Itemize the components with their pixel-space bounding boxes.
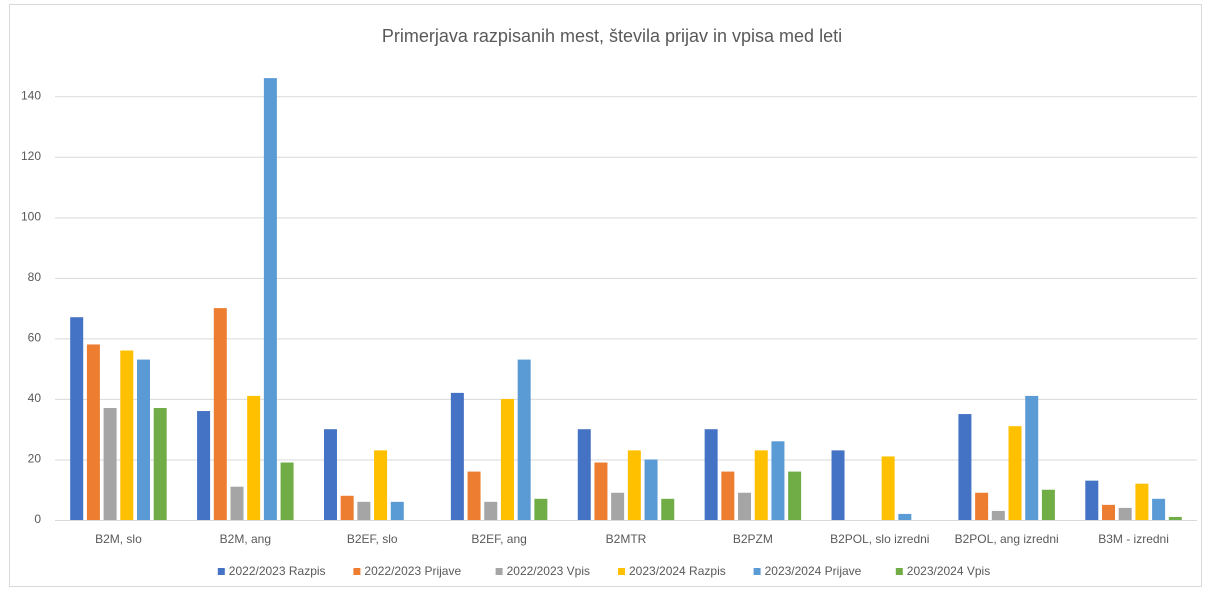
bar — [881, 456, 895, 520]
x-tick-label: B3M - izredni — [1098, 532, 1169, 546]
y-tick-label: 0 — [34, 512, 41, 526]
bar — [323, 429, 337, 520]
bar — [500, 398, 514, 520]
bar — [213, 308, 227, 520]
bar — [627, 450, 641, 520]
bar — [975, 492, 989, 520]
x-tick-label: B2M, slo — [95, 532, 142, 546]
x-tick-label: B2EF, ang — [471, 532, 526, 546]
y-tick-label: 140 — [21, 88, 41, 102]
y-tick-label: 40 — [28, 391, 42, 405]
legend-label: 2022/2023 Razpis — [229, 564, 326, 578]
legend-swatch — [618, 568, 625, 575]
x-tick-label: B2POL, ang izredni — [955, 532, 1059, 546]
bar — [958, 414, 972, 520]
x-tick-label: B2POL, slo izredni — [830, 532, 929, 546]
y-tick-label: 100 — [21, 210, 41, 224]
y-tick-label: 120 — [21, 149, 41, 163]
x-tick-label: B2EF, slo — [347, 532, 398, 546]
bar — [534, 498, 548, 520]
bar — [611, 492, 625, 520]
bar — [280, 462, 294, 520]
bar — [1025, 395, 1039, 520]
x-tick-label: B2PZM — [733, 532, 773, 546]
bar — [738, 492, 752, 520]
bar — [484, 501, 498, 520]
bar — [788, 471, 802, 520]
legend-swatch — [217, 568, 225, 575]
x-tick-label: B2MTR — [606, 532, 647, 546]
legend-swatch — [353, 568, 361, 575]
bar — [1152, 498, 1166, 520]
legend-swatch — [495, 568, 503, 575]
bar — [136, 359, 150, 520]
bar — [263, 78, 277, 521]
bar — [153, 408, 167, 520]
bar — [831, 450, 845, 520]
chart-title: Primerjava razpisanih mest, števila prij… — [382, 26, 842, 46]
bar — [517, 359, 531, 520]
bar — [898, 513, 912, 520]
bar — [120, 350, 134, 520]
bar — [247, 395, 261, 520]
bar — [1008, 426, 1022, 520]
bar — [390, 501, 404, 520]
bar — [771, 441, 785, 520]
legend-swatch — [753, 568, 761, 575]
bar — [1135, 483, 1149, 520]
bar — [374, 450, 388, 520]
bar — [644, 459, 658, 520]
bar — [450, 392, 464, 520]
bar — [991, 510, 1005, 520]
legend-label: 2023/2024 Prijave — [765, 564, 862, 578]
bar — [1041, 489, 1055, 520]
legend-label: 2022/2023 Prijave — [364, 564, 461, 578]
legend-label: 2023/2024 Razpis — [629, 564, 726, 578]
bar — [103, 408, 117, 520]
bar — [1118, 507, 1132, 520]
bar — [577, 429, 591, 520]
legend-label: 2023/2024 Vpis — [907, 564, 990, 578]
bar — [340, 495, 354, 520]
bar — [1085, 480, 1099, 520]
bar — [86, 344, 100, 520]
bar — [594, 462, 608, 520]
bar — [357, 501, 371, 520]
bar — [661, 498, 675, 520]
bar — [70, 317, 84, 520]
bar — [721, 471, 735, 520]
legend-label: 2022/2023 Vpis — [507, 564, 590, 578]
y-tick-label: 60 — [28, 331, 42, 345]
y-tick-label: 80 — [28, 270, 42, 284]
bar — [467, 471, 481, 520]
bar — [754, 450, 768, 520]
bar — [197, 411, 211, 520]
x-tick-label: B2M, ang — [220, 532, 271, 546]
bar — [1102, 504, 1116, 520]
legend-swatch — [895, 568, 903, 575]
bar — [1168, 516, 1182, 520]
bar — [704, 429, 718, 520]
bar — [230, 486, 244, 520]
y-tick-label: 20 — [28, 452, 42, 466]
